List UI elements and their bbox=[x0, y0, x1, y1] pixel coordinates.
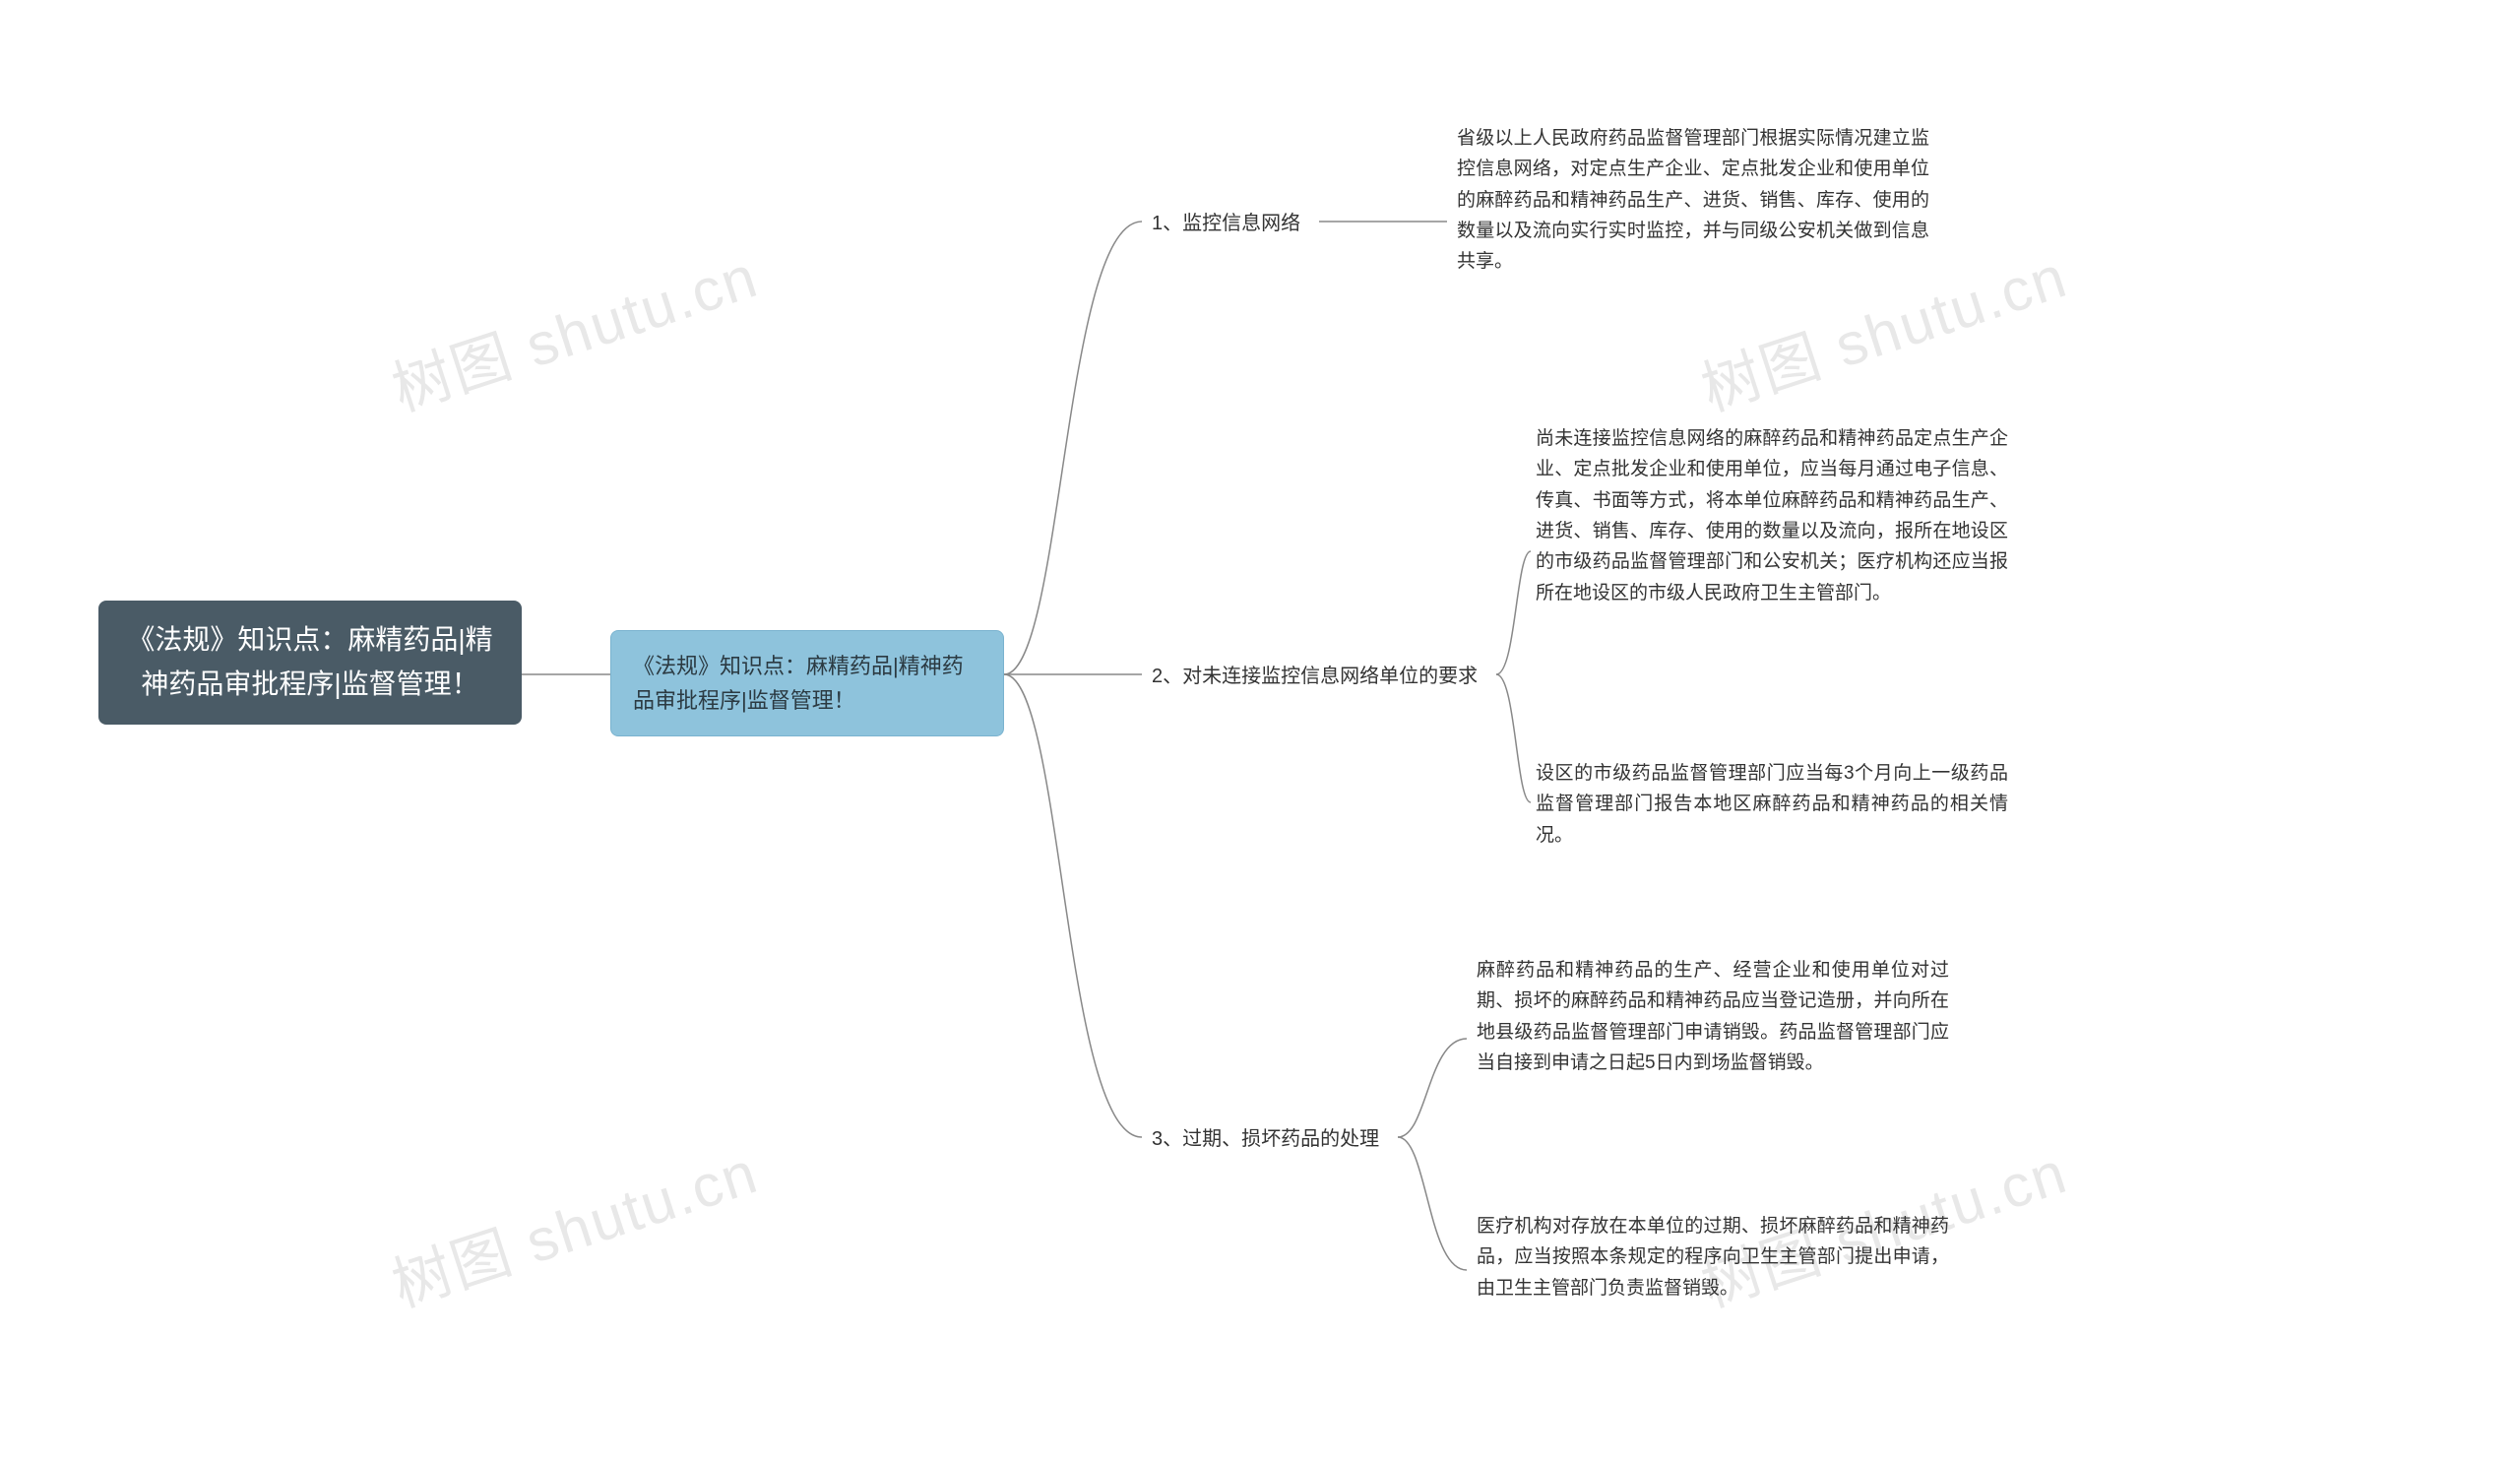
branch-3-leaf-2: 医疗机构对存放在本单位的过期、损坏麻醉药品和精神药品，应当按照本条规定的程序向卫… bbox=[1477, 1211, 1949, 1304]
branch-2-leaf-1: 尚未连接监控信息网络的麻醉药品和精神药品定点生产企业、定点批发企业和使用单位，应… bbox=[1536, 423, 2008, 608]
branch-3-leaf-1: 麻醉药品和精神药品的生产、经营企业和使用单位对过期、损坏的麻醉药品和精神药品应当… bbox=[1477, 955, 1949, 1078]
watermark: 树图 shutu.cn bbox=[380, 229, 768, 428]
branch-1-leaf-1: 省级以上人民政府药品监督管理部门根据实际情况建立监控信息网络，对定点生产企业、定… bbox=[1457, 123, 1929, 278]
branch-label-2: 2、对未连接监控信息网络单位的要求 bbox=[1152, 660, 1478, 688]
branch-label-1: 1、监控信息网络 bbox=[1152, 207, 1300, 235]
watermark: 树图 shutu.cn bbox=[380, 1125, 768, 1324]
mindmap-root: 《法规》知识点：麻精药品|精神药品审批程序|监督管理！ bbox=[98, 601, 522, 725]
branch-label-3: 3、过期、损坏药品的处理 bbox=[1152, 1122, 1379, 1151]
branch-2-leaf-2: 设区的市级药品监督管理部门应当每3个月向上一级药品监督管理部门报告本地区麻醉药品… bbox=[1536, 758, 2008, 851]
mindmap-sub: 《法规》知识点：麻精药品|精神药品审批程序|监督管理！ bbox=[610, 630, 1004, 736]
